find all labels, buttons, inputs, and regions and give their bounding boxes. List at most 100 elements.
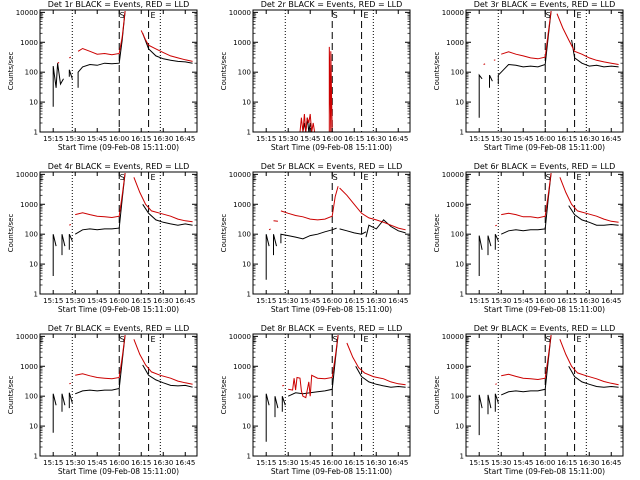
series-layer [52, 11, 193, 107]
y-tick-label: 1 [247, 291, 251, 299]
y-axis-label: Counts/sec [433, 376, 441, 415]
lld-series-line [339, 187, 406, 231]
x-tick-label: 15:15 [43, 135, 63, 143]
x-axis-label: Start Time (09-Feb-08 15:11:00) [484, 143, 605, 152]
event-marker-label: S [333, 173, 338, 182]
events-series-line [52, 393, 57, 433]
lld-series-line [288, 335, 339, 399]
plot-frame [465, 9, 624, 133]
y-tick-label: 10000 [229, 333, 251, 341]
x-tick-label: 15:30 [278, 297, 298, 305]
event-marker-label: E [363, 335, 368, 344]
y-tick-label: 1 [247, 453, 251, 461]
panel-title: Det 1r BLACK = Events, RED = LLD [48, 0, 190, 9]
y-tick-label: 10 [455, 423, 464, 431]
panel-title: Det 3r BLACK = Events, RED = LLD [474, 0, 616, 9]
x-tick-label: 16:15 [131, 135, 151, 143]
events-series-line [478, 235, 483, 276]
x-tick-label: 15:30 [491, 459, 511, 467]
y-tick-label: 1 [247, 129, 251, 137]
lld-series-line [140, 30, 193, 62]
y-axis-label: Counts/sec [7, 52, 15, 91]
y-tick-label: 1000 [446, 39, 464, 47]
plot-frame [39, 171, 198, 295]
y-tick-label: 10 [29, 99, 38, 107]
lld-series-line [501, 11, 552, 60]
x-tick-label: 16:45 [388, 135, 408, 143]
lld-series-line [69, 224, 72, 226]
lld-series-line [559, 177, 619, 223]
lld-series-line [299, 113, 316, 132]
x-axis-label: Start Time (09-Feb-08 15:11:00) [484, 305, 605, 314]
lld-series-line [280, 186, 339, 221]
x-axis-label: Start Time (09-Feb-08 15:11:00) [58, 305, 179, 314]
events-series-line [487, 394, 492, 415]
y-tick-label: 100 [238, 69, 251, 77]
plot-frame [39, 333, 198, 457]
y-tick-label: 10000 [442, 9, 464, 17]
series-layer [265, 335, 406, 442]
x-tick-label: 15:45 [87, 297, 107, 305]
plot-frame [252, 9, 411, 133]
y-tick-label: 1 [460, 453, 464, 461]
x-tick-label: 16:00 [535, 459, 555, 467]
x-tick-label: 15:30 [491, 135, 511, 143]
panel-title: Det 6r BLACK = Events, RED = LLD [474, 162, 616, 171]
event-marker-label: S [120, 173, 125, 182]
x-tick-label: 15:15 [469, 135, 489, 143]
y-tick-label: 10000 [229, 9, 251, 17]
lld-series-line [75, 335, 126, 380]
event-marker-label: S [120, 335, 125, 344]
x-tick-label: 16:45 [175, 459, 195, 467]
y-tick-label: 100 [25, 69, 38, 77]
x-tick-label: 15:15 [43, 297, 63, 305]
x-tick-label: 16:00 [322, 135, 342, 143]
events-series-line [77, 11, 126, 88]
events-series-line [61, 234, 66, 256]
events-series-line [478, 73, 483, 118]
y-tick-label: 100 [451, 231, 464, 239]
events-series-line [287, 335, 339, 397]
x-tick-label: 16:30 [153, 135, 173, 143]
x-tick-label: 16:00 [535, 135, 555, 143]
y-tick-label: 1000 [20, 39, 38, 47]
event-marker-label: E [576, 173, 581, 182]
x-tick-label: 16:30 [579, 459, 599, 467]
series-layer [265, 186, 406, 280]
events-series-line [265, 393, 270, 442]
events-series-line [568, 205, 619, 226]
series-layer [478, 11, 619, 118]
events-series-line [497, 11, 552, 85]
event-marker-label: S [546, 11, 551, 20]
events-series-line [52, 63, 64, 107]
y-axis-label: Counts/sec [220, 376, 228, 415]
event-marker-label: E [150, 11, 155, 20]
panel-title: Det 2r BLACK = Events, RED = LLD [261, 0, 403, 9]
x-tick-label: 16:30 [153, 459, 173, 467]
event-marker-label: S [333, 335, 338, 344]
x-axis-label: Start Time (09-Feb-08 15:11:00) [271, 467, 392, 476]
lld-series-line [559, 339, 619, 386]
y-tick-label: 100 [238, 231, 251, 239]
series-layer [299, 46, 333, 132]
events-series-line [281, 396, 286, 412]
x-tick-label: 15:45 [300, 135, 320, 143]
lld-series-line [346, 342, 406, 386]
lld-series-line [57, 62, 60, 64]
x-tick-label: 15:45 [87, 135, 107, 143]
x-tick-label: 16:15 [131, 459, 151, 467]
lld-series-line [75, 173, 126, 219]
y-axis-label: Counts/sec [220, 52, 228, 91]
x-tick-label: 16:00 [322, 297, 342, 305]
lld-series-line [77, 11, 126, 56]
y-tick-label: 1 [460, 129, 464, 137]
events-series-line [487, 235, 492, 256]
x-tick-label: 16:15 [344, 135, 364, 143]
y-tick-label: 10000 [16, 333, 38, 341]
